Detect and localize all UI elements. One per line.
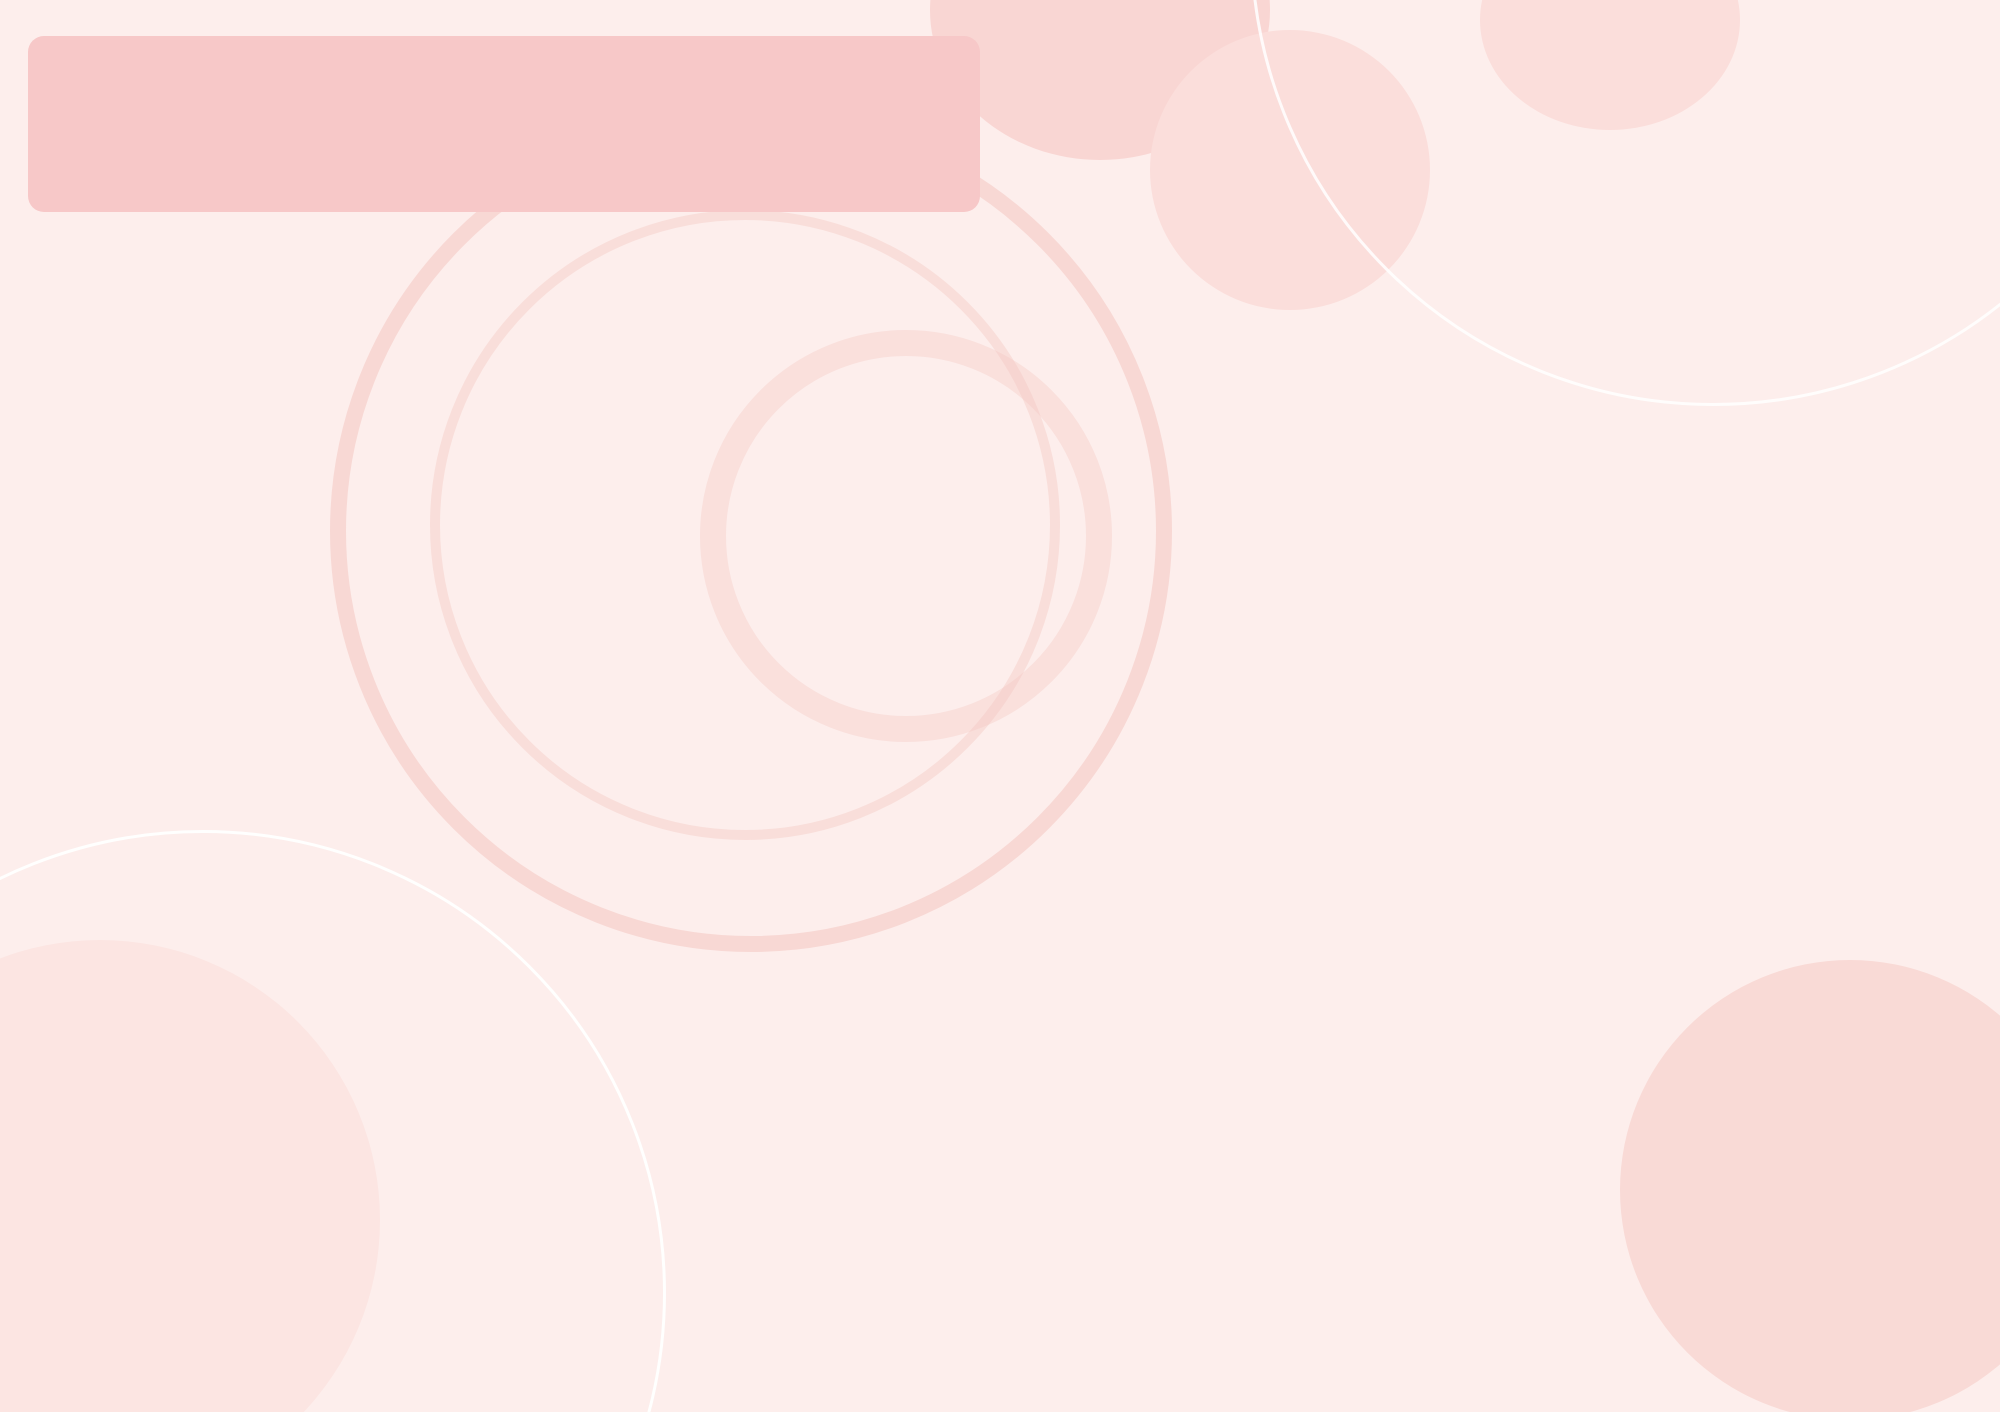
- decorative-ring: [700, 330, 1112, 742]
- decorative-blob: [1620, 960, 2000, 1412]
- menu-column-3: [1013, 28, 1479, 74]
- menu-column-1: [22, 240, 424, 284]
- house-specialties-panel: [28, 36, 980, 212]
- decorative-arc: [0, 830, 666, 1412]
- house-specialties-header: [52, 44, 956, 49]
- menu-column-4: [1524, 28, 1988, 58]
- menu-column-2: [512, 240, 862, 290]
